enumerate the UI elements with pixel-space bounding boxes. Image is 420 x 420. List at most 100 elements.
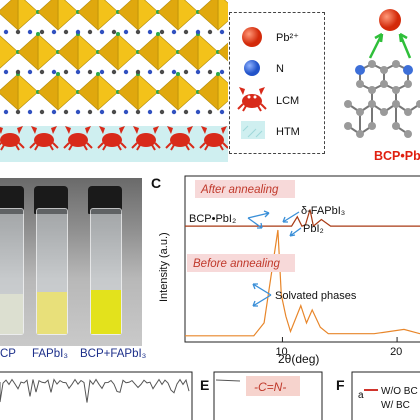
legend-label-n: N — [276, 63, 284, 75]
cation-dot — [111, 109, 117, 115]
cation-dot — [39, 109, 45, 115]
carbon-atom — [404, 108, 412, 116]
carbon-atom — [380, 80, 388, 88]
vial-cap — [0, 186, 24, 214]
pb-atom — [379, 9, 401, 31]
octahedron — [97, 32, 140, 71]
vial-cap — [88, 186, 122, 214]
vial-caption-1: CP — [0, 348, 16, 360]
vial-1 — [0, 208, 24, 335]
cation-dot — [75, 69, 81, 75]
panel-a-legend: Pb²⁺ N LCM HTM — [229, 12, 325, 154]
panel-f-frame — [351, 371, 420, 420]
cation-dot — [219, 109, 225, 115]
cation-dot — [75, 109, 81, 115]
carbon-atom — [404, 80, 412, 88]
cation-dot — [39, 29, 45, 35]
nitrogen-atom — [403, 65, 413, 75]
legend-label-pb: Pb²⁺ — [276, 32, 299, 44]
cation-dot — [171, 29, 177, 35]
cation-dot — [99, 69, 105, 75]
panel-e-title-bg — [246, 376, 300, 396]
cation-dot — [63, 109, 69, 115]
crab-icon — [165, 126, 195, 151]
perovskite-octahedra — [0, 0, 228, 111]
after-label-bg — [195, 180, 295, 198]
carbon-atom — [368, 86, 376, 94]
cation-dot — [87, 29, 93, 35]
carbon-atom — [404, 130, 412, 138]
cation-dot — [27, 109, 33, 115]
cation-dot — [171, 109, 177, 115]
after-annealing-label: After annealing — [200, 184, 279, 196]
panel-a-illustration — [0, 0, 228, 168]
octahedron — [37, 0, 80, 31]
octahedron — [77, 72, 120, 111]
htm-layer-icon — [241, 121, 265, 139]
crab-icon — [63, 126, 93, 151]
carbon-atom — [380, 66, 388, 74]
cation-dot — [207, 109, 213, 115]
vial-3 — [90, 208, 122, 335]
cation-dot — [123, 29, 129, 35]
panel-e-frame — [213, 371, 323, 420]
cation-dot — [51, 109, 57, 115]
cation-dot — [219, 29, 225, 35]
cation-dot — [147, 29, 153, 35]
octahedron — [177, 32, 220, 71]
xrd-series-after — [185, 209, 420, 228]
xrd-series-before — [185, 229, 420, 337]
cation-dot — [3, 69, 9, 75]
cation-dot — [183, 29, 189, 35]
before-annealing-label: Before annealing — [193, 258, 281, 270]
octahedron — [197, 72, 228, 111]
carbon-atom — [392, 122, 400, 130]
solvated-phases-label: Solvated phases — [275, 290, 357, 302]
octahedron — [57, 32, 100, 71]
cation-dot — [111, 69, 117, 75]
carbon-atom — [344, 100, 352, 108]
cation-dot — [3, 109, 9, 115]
vial-cap — [34, 186, 68, 214]
cation-dot — [135, 109, 141, 115]
pbi2-label: PbI₂ — [303, 223, 324, 235]
octahedron — [77, 0, 120, 31]
cation-dot — [15, 69, 21, 75]
panel-c-letter: C — [151, 175, 161, 191]
bcp-pbi2-label: BCP•PbI₂ — [189, 213, 236, 225]
cation-dot — [195, 109, 201, 115]
cation-dot — [159, 29, 165, 35]
x-axis-label: 2θ(deg) — [278, 352, 319, 366]
cation-dot — [159, 69, 165, 75]
vial-liquid-3 — [91, 290, 121, 334]
solvated-arrows — [252, 283, 272, 307]
peak-arrows — [247, 210, 302, 237]
carbon-atom — [368, 60, 376, 68]
cation-dot — [123, 109, 129, 115]
carbon-atom — [392, 60, 400, 68]
y-axis-label: Intensity (a.u.) — [158, 232, 170, 302]
panel-c-chart: C Intensity (a.u.) 10 20 After annealing … — [151, 175, 420, 366]
panel-d-frame — [0, 371, 193, 420]
cation-dot — [99, 109, 105, 115]
cation-dot — [15, 29, 21, 35]
crab-icon — [199, 126, 228, 151]
cation-dot — [219, 69, 225, 75]
cation-dot — [99, 29, 105, 35]
vial-liquid-2 — [37, 292, 67, 334]
molecule-skeleton — [344, 60, 420, 138]
cation-dot — [195, 69, 201, 75]
cation-dot — [27, 29, 33, 35]
carbon-atom — [356, 130, 364, 138]
cation-dot — [3, 29, 9, 35]
octahedron — [37, 72, 80, 111]
cation-dot — [51, 29, 57, 35]
octahedron — [197, 0, 228, 31]
legend-label-lcm: LCM — [276, 95, 299, 107]
carbon-atom — [416, 100, 420, 108]
carbon-atom — [392, 86, 400, 94]
vials-photo — [0, 178, 142, 346]
cation-dot — [159, 109, 165, 115]
cation-dot — [27, 69, 33, 75]
carbon-atom — [356, 80, 364, 88]
